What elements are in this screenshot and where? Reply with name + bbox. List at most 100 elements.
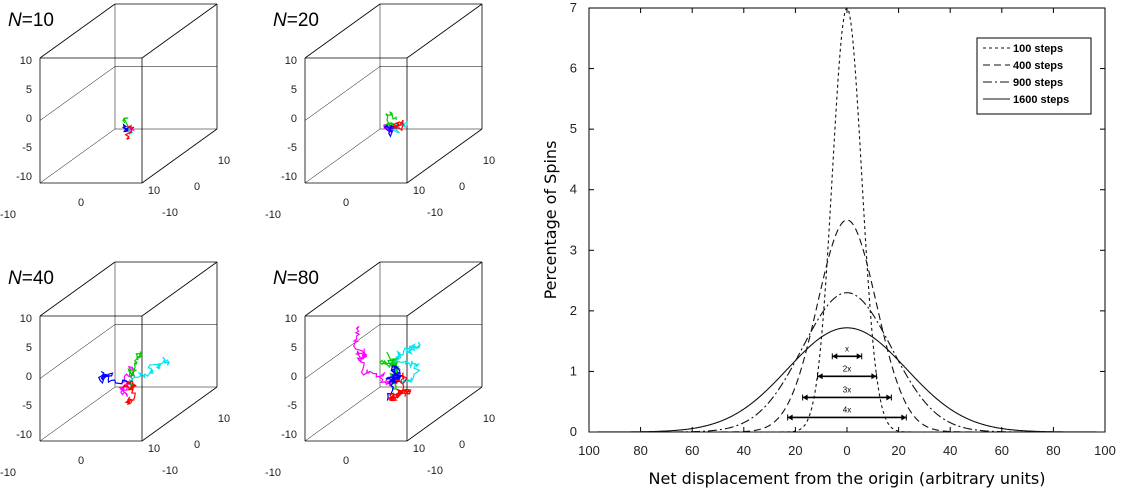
arrow-head-left [832, 353, 838, 360]
random-walk-path [122, 117, 132, 129]
z-tick-label: 10 [285, 55, 297, 67]
z-tick-label: 0 [26, 113, 32, 125]
annotation-label: 2x [843, 364, 851, 373]
x-tick-label: 10 [413, 185, 425, 197]
z-tick-label: -5 [287, 142, 297, 154]
random-walk-path [388, 372, 412, 402]
annotation-label: 3x [843, 385, 851, 394]
box-edge [406, 261, 483, 317]
x-tick-label: 0 [78, 197, 84, 209]
random-walk-path [122, 379, 137, 406]
x-tick-label: 80 [633, 443, 647, 458]
random-walk-path [385, 111, 397, 129]
y-tick-label: 2 [570, 303, 577, 318]
z-tick-label: 5 [26, 84, 32, 96]
arrow-head-left [787, 414, 793, 421]
random-walk-path [98, 370, 132, 385]
y-tick-label: 7 [570, 0, 577, 15]
x-tick-label: 80 [1046, 443, 1060, 458]
panel-title: N=20 [273, 10, 319, 31]
x-tick-label: 40 [737, 443, 751, 458]
x-tick-label: -10 [0, 467, 16, 479]
y-tick-label: 10 [218, 413, 230, 425]
box-edge [141, 3, 218, 59]
y-tick-label: 1 [570, 363, 577, 378]
random-walk-panels: N=101050-5-10-10010-10010N=201050-5-10-1… [0, 3, 495, 479]
legend-box [976, 37, 1092, 115]
z-tick-label: 10 [20, 55, 32, 67]
y-tick-label: 10 [483, 155, 495, 167]
z-tick-label: -10 [281, 171, 297, 183]
center-line [304, 66, 381, 121]
box-edge [39, 261, 116, 317]
x-tick-label: 0 [343, 197, 349, 209]
legend-label-400: 400 steps [1013, 60, 1063, 72]
z-tick-label: 10 [20, 313, 32, 325]
z-tick-label: -10 [281, 429, 297, 441]
y-tick-label: 0 [194, 439, 200, 451]
x-tick-label: 10 [413, 443, 425, 455]
x-tick-label: -10 [265, 467, 281, 479]
y-tick-label: 0 [459, 181, 465, 193]
box-edge [304, 3, 381, 59]
random-walk-path [124, 125, 135, 140]
y-tick-label: 5 [570, 121, 577, 136]
x-tick-label: -10 [265, 209, 281, 221]
arrow-head-right [871, 373, 877, 380]
arrow-head-left [817, 373, 823, 380]
arrow-head-left [802, 394, 808, 401]
y-tick-label: 3 [570, 242, 577, 257]
x-tick-label: 20 [788, 443, 802, 458]
box-edge [39, 386, 116, 442]
panel-title-value: =40 [22, 268, 54, 289]
y-tick-label: -10 [427, 207, 443, 219]
y-axis-label: Percentage of Spins [541, 141, 560, 300]
x-axis-label: Net displacement from the origin (arbitr… [649, 469, 1046, 488]
x-tick-label: 100 [578, 443, 600, 458]
random-walk-path [385, 365, 404, 401]
z-tick-label: 0 [291, 113, 297, 125]
z-tick-label: 5 [291, 84, 297, 96]
x-tick-label: 60 [995, 443, 1009, 458]
random-walk-path [392, 341, 421, 385]
box-edge [141, 386, 218, 442]
x-tick-label: 0 [343, 455, 349, 467]
box-edge [141, 261, 218, 317]
box-edge [304, 386, 381, 442]
y-tick-label: 0 [459, 439, 465, 451]
legend-label-900: 900 steps [1013, 77, 1063, 89]
y-tick-label: 10 [218, 155, 230, 167]
y-tick-label: 0 [570, 424, 577, 439]
series-line-1600 [589, 327, 1105, 433]
z-tick-label: -5 [22, 142, 32, 154]
arrow-head-right [856, 353, 862, 360]
z-tick-label: 5 [291, 342, 297, 354]
random-walk-path [121, 123, 132, 133]
z-tick-label: -10 [16, 171, 32, 183]
panel-title: N=10 [8, 10, 54, 31]
x-tick-label: 10 [148, 443, 160, 455]
arrow-head-right [886, 394, 892, 401]
box-edge [406, 386, 483, 442]
z-tick-label: 0 [26, 371, 32, 383]
annotation-layer: x 2x 3x 4x [787, 344, 907, 421]
box-edge [406, 3, 483, 59]
legend: 100 steps 400 steps 900 steps 1600 steps [976, 37, 1092, 115]
panel-title-value: =10 [22, 10, 54, 31]
arrow-head-right [901, 414, 907, 421]
y-tick-label: 6 [570, 61, 577, 76]
box-edge [304, 261, 381, 317]
legend-label-100: 100 steps [1013, 43, 1063, 55]
series-line-900 [589, 292, 1105, 433]
x-tick-label: 0 [78, 455, 84, 467]
x-tick-label: 40 [943, 443, 957, 458]
random-walk-path [383, 124, 398, 138]
box-edge [304, 128, 381, 184]
panel-title-n: N [273, 10, 287, 31]
z-tick-label: 0 [291, 371, 297, 383]
y-tick-label: 4 [570, 182, 577, 197]
